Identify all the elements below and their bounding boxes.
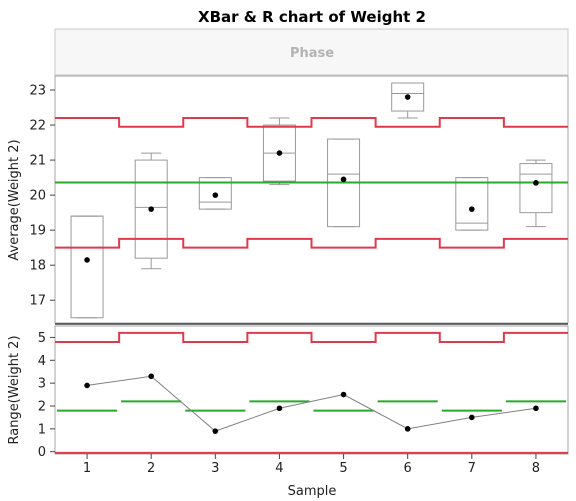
range-series-line xyxy=(86,375,537,432)
range-panel: 0 1 2 3 4 5 xyxy=(38,331,568,460)
range-y-tick-label: 1 xyxy=(38,422,46,437)
x-axis: 1 2 3 4 5 6 7 8 xyxy=(83,454,540,476)
range-y-tick-label: 4 xyxy=(38,354,46,369)
range-point xyxy=(212,428,219,434)
chart-title: XBar & R chart of Weight 2 xyxy=(198,8,426,26)
xbar-y-tick-label: 19 xyxy=(29,224,46,239)
xbar-mean-point xyxy=(148,206,154,212)
range-point xyxy=(340,391,347,398)
box-body xyxy=(455,177,489,231)
range-y-tick-label: 5 xyxy=(38,331,46,346)
range-plot-frame xyxy=(54,325,569,455)
x-tick-label: 1 xyxy=(83,461,91,476)
xbar-mean-point xyxy=(276,150,283,156)
x-tick-label: 7 xyxy=(468,461,476,476)
range-point xyxy=(148,373,154,380)
box-body xyxy=(391,82,425,112)
xbar-mean-point xyxy=(533,180,539,186)
x-axis-label: Sample xyxy=(288,484,337,499)
x-tick-label: 3 xyxy=(211,461,219,476)
box-body xyxy=(134,159,168,259)
range-y-tick-label: 3 xyxy=(38,377,46,392)
xbar-panel: 17 18 19 20 21 22 23 xyxy=(29,82,568,319)
range-point xyxy=(404,426,411,432)
xbar-y-tick-label: 17 xyxy=(29,294,46,309)
xbar-mean-point xyxy=(84,257,90,263)
range-point xyxy=(84,382,90,389)
xbar-y-tick-label: 20 xyxy=(29,189,46,204)
x-tick-label: 6 xyxy=(404,461,412,476)
range-y-tick-label: 0 xyxy=(38,445,46,460)
xbar-ucl-line xyxy=(55,117,568,128)
xbar-mean-point xyxy=(404,94,411,100)
xbar-mean-point xyxy=(469,206,475,212)
xbar-lcl-line xyxy=(55,237,568,249)
range-y-axis-label: Range(Weight 2) xyxy=(7,335,22,444)
xbar-y-axis-label: Average(Weight 2) xyxy=(7,139,22,260)
range-point xyxy=(276,405,283,412)
xbar-mean-point xyxy=(340,176,347,183)
phase-label: Phase xyxy=(290,46,334,61)
xbar-plot-frame xyxy=(54,75,569,324)
xbar-y-tick-label: 23 xyxy=(29,84,46,99)
range-y-tick-label: 2 xyxy=(38,400,46,415)
box-body xyxy=(198,177,232,210)
x-tick-label: 2 xyxy=(147,461,155,476)
xbar-y-tick-label: 22 xyxy=(29,119,46,134)
x-tick-label: 8 xyxy=(532,461,540,476)
range-point xyxy=(533,405,539,412)
x-tick-label: 4 xyxy=(275,461,283,476)
x-tick-label: 5 xyxy=(339,461,347,476)
phase-bar[interactable] xyxy=(54,28,569,76)
range-point xyxy=(469,414,475,421)
xbar-y-tick-label: 18 xyxy=(29,259,46,274)
xbar-mean-point xyxy=(212,192,219,198)
range-ucl-line xyxy=(55,331,568,343)
box-body xyxy=(519,163,553,214)
xbar-y-tick-label: 21 xyxy=(29,154,46,169)
